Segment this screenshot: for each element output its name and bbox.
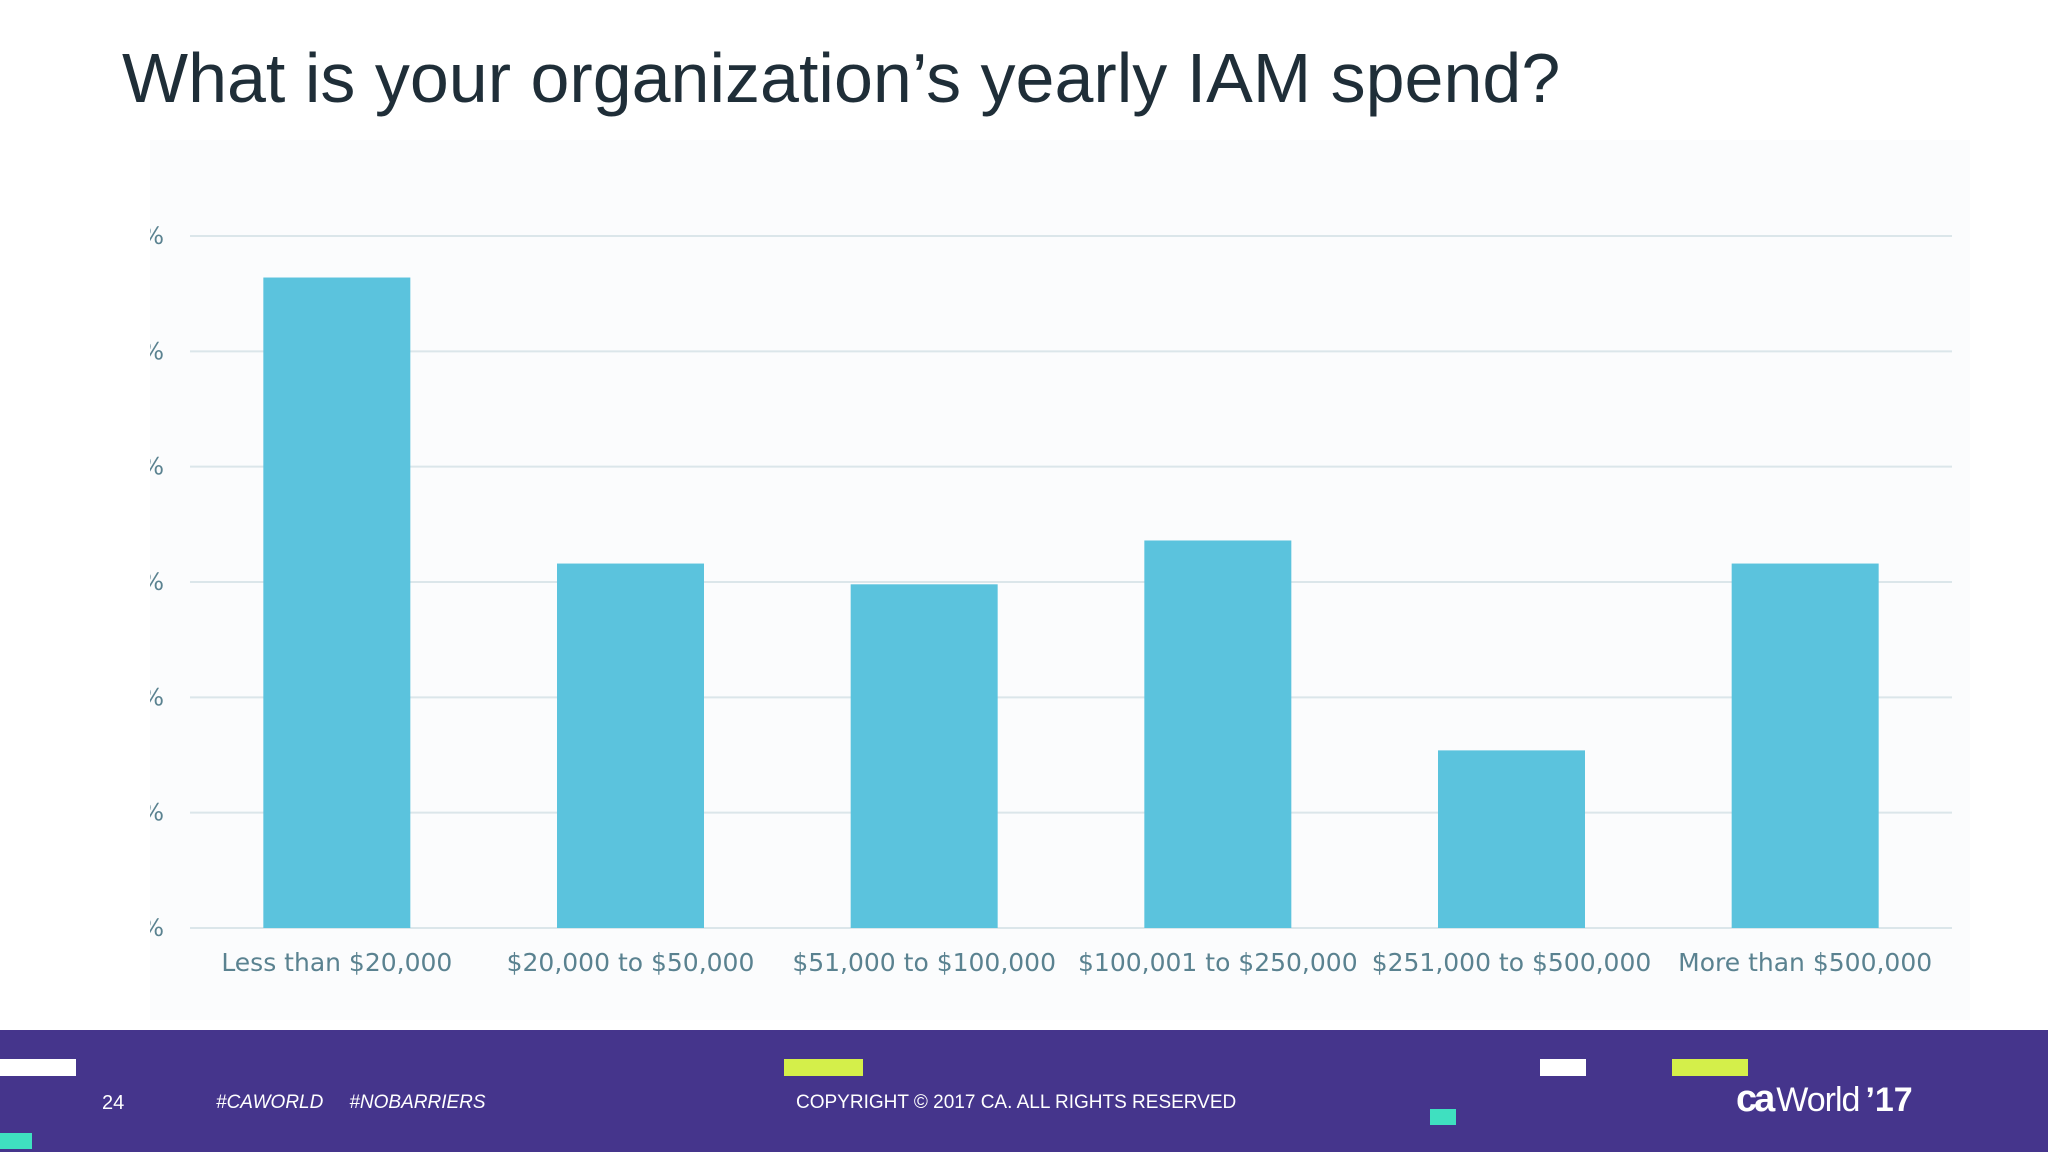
x-category-label: $100,001 to $250,000 — [1078, 948, 1358, 977]
x-category-label: Less than $20,000 — [221, 948, 452, 977]
bar — [1731, 563, 1879, 928]
hashtag-nobarriers: #NOBARRIERS — [349, 1092, 486, 1113]
footer-accent-white-2 — [1540, 1059, 1586, 1076]
y-tick-label: 25% — [150, 337, 164, 365]
x-category-label: $51,000 to $100,000 — [792, 948, 1056, 977]
footer-accent-teal-2 — [1430, 1109, 1456, 1125]
slide-title: What is your organization’s yearly IAM s… — [122, 39, 1561, 117]
bar — [1438, 750, 1585, 928]
footer-accent-teal-1 — [0, 1133, 32, 1149]
logo-year: ’17 — [1865, 1081, 1913, 1119]
hashtags: #CAWORLD #NOBARRIERS — [216, 1092, 512, 1114]
logo-brand: ca — [1736, 1078, 1775, 1120]
x-category-label: $20,000 to $50,000 — [507, 948, 755, 977]
logo-word: World — [1776, 1081, 1860, 1119]
bar — [850, 584, 998, 928]
x-category-label: $251,000 to $500,000 — [1372, 948, 1652, 977]
y-tick-label: 30% — [150, 222, 164, 250]
copyright-notice: COPYRIGHT © 2017 CA. ALL RIGHTS RESERVED — [796, 1092, 1237, 1113]
bar — [1144, 540, 1292, 928]
chart-area: 0% 5% 10% 15% 20% 25% 30% Less than $20,000 $20… — [150, 140, 1970, 1020]
bar — [557, 563, 704, 928]
gridlines — [190, 235, 1952, 929]
y-tick-label: 0% — [150, 914, 164, 942]
bar-chart: 0% 5% 10% 15% 20% 25% 30% Less than $20,000 $20… — [150, 222, 1952, 977]
hashtag-caworld: #CAWORLD — [216, 1092, 324, 1113]
page-number: 24 — [102, 1092, 125, 1114]
y-tick-label: 5% — [150, 799, 164, 827]
x-axis-categories: Less than $20,000 $20,000 to $50,000 $51,0… — [221, 948, 1932, 977]
footer-accent-lime-2 — [1672, 1059, 1748, 1076]
y-axis-ticks: 0% 5% 10% 15% 20% 25% 30% — [150, 222, 164, 942]
y-tick-label: 20% — [150, 453, 164, 481]
bars — [263, 277, 1879, 928]
footer-accent-white-1 — [0, 1059, 76, 1076]
bar — [263, 277, 411, 928]
y-tick-label: 10% — [150, 683, 164, 711]
ca-world-logo: ca World ’17 — [1736, 1078, 1913, 1121]
y-tick-label: 15% — [150, 568, 164, 596]
x-category-label: More than $500,000 — [1678, 948, 1932, 977]
footer-accent-lime-1 — [784, 1059, 863, 1076]
footer-bar — [0, 1030, 2048, 1152]
